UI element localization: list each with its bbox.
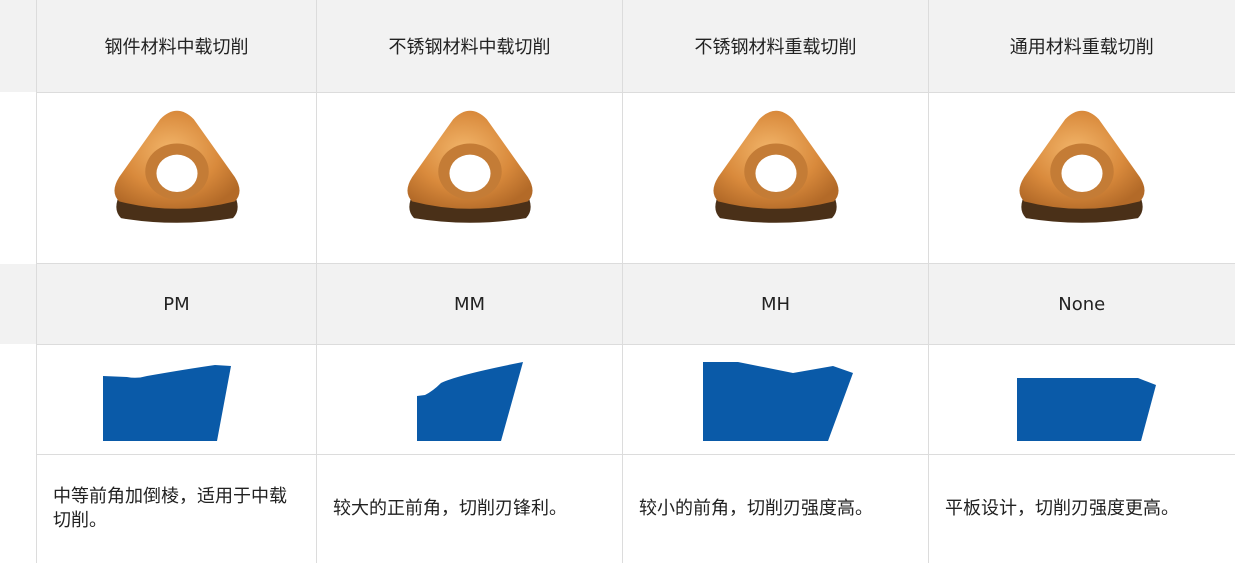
code-cell: PM bbox=[36, 263, 317, 345]
edge-profile bbox=[103, 365, 231, 441]
row-bg bbox=[0, 264, 36, 344]
insert-image bbox=[395, 108, 545, 248]
header-bg bbox=[0, 0, 36, 92]
code-cell: MH bbox=[622, 263, 929, 345]
header-cell: 不锈钢材料重载切削 bbox=[622, 0, 929, 93]
edge-profile bbox=[1017, 378, 1156, 441]
insert-image bbox=[102, 108, 252, 248]
code-cell: None bbox=[928, 263, 1235, 345]
header-cell: 通用材料重载切削 bbox=[928, 0, 1235, 93]
description-cell: 较小的前角，切削刃强度高。 bbox=[622, 454, 929, 563]
insert-table: 钢件材料中载切削 不锈钢材料中载切削 不锈钢材料重载切削 通用材料重载切削 PM… bbox=[36, 0, 1235, 563]
edge-profile bbox=[417, 362, 523, 441]
code-cell: MM bbox=[316, 263, 623, 345]
description-cell: 中等前角加倒棱，适用于中载切削。 bbox=[36, 454, 317, 563]
insert-image bbox=[1007, 108, 1157, 248]
description-cell: 平板设计，切削刃强度更高。 bbox=[928, 454, 1235, 563]
header-cell: 不锈钢材料中载切削 bbox=[316, 0, 623, 93]
insert-image bbox=[701, 108, 851, 248]
edge-profile bbox=[703, 362, 853, 441]
header-cell: 钢件材料中载切削 bbox=[36, 0, 317, 93]
description-cell: 较大的正前角，切削刃锋利。 bbox=[316, 454, 623, 563]
